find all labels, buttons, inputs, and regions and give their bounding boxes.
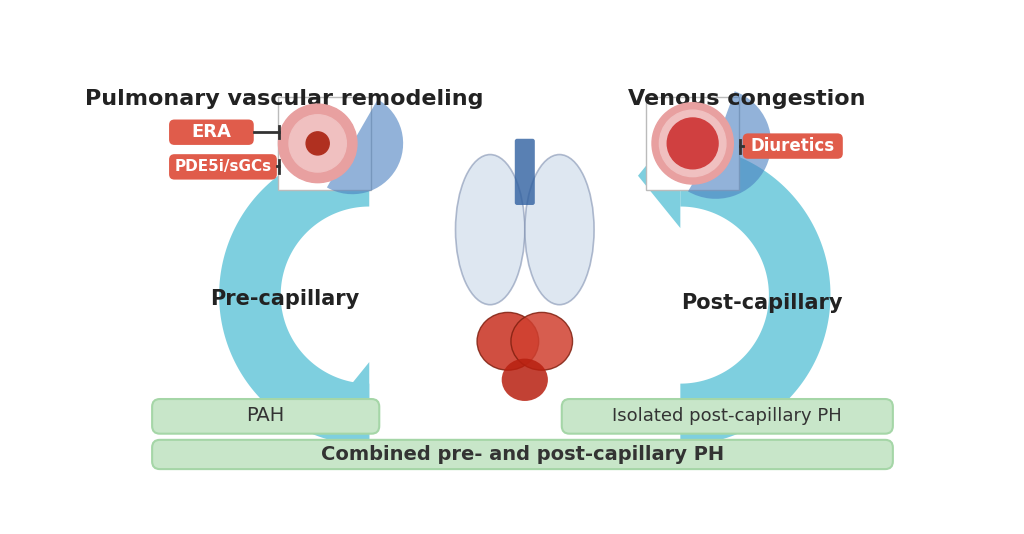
Text: Diuretics: Diuretics — [751, 137, 835, 155]
Ellipse shape — [525, 154, 594, 305]
Text: Venous congestion: Venous congestion — [628, 89, 865, 109]
Circle shape — [279, 104, 357, 183]
Circle shape — [668, 118, 718, 169]
Circle shape — [289, 115, 346, 172]
Text: PAH: PAH — [246, 406, 285, 426]
Text: Isolated post-capillary PH: Isolated post-capillary PH — [612, 407, 842, 425]
Ellipse shape — [511, 312, 572, 370]
Ellipse shape — [502, 359, 548, 401]
Text: ERA: ERA — [191, 123, 231, 141]
FancyBboxPatch shape — [279, 97, 371, 190]
Polygon shape — [638, 123, 680, 228]
FancyBboxPatch shape — [153, 440, 893, 469]
FancyBboxPatch shape — [646, 97, 739, 190]
Text: Pre-capillary: Pre-capillary — [210, 289, 359, 309]
Polygon shape — [680, 145, 830, 445]
Text: PDE5i/sGCs: PDE5i/sGCs — [174, 159, 271, 175]
Circle shape — [652, 103, 733, 184]
FancyBboxPatch shape — [153, 399, 379, 434]
Text: Post-capillary: Post-capillary — [681, 293, 843, 313]
Wedge shape — [688, 91, 771, 199]
Circle shape — [659, 110, 726, 177]
Polygon shape — [219, 145, 370, 445]
Ellipse shape — [456, 154, 525, 305]
FancyBboxPatch shape — [742, 134, 843, 159]
Text: Pulmonary vascular remodeling: Pulmonary vascular remodeling — [85, 89, 483, 109]
FancyBboxPatch shape — [169, 120, 254, 145]
Wedge shape — [327, 99, 403, 194]
FancyBboxPatch shape — [562, 399, 893, 434]
FancyBboxPatch shape — [169, 154, 276, 179]
Ellipse shape — [477, 312, 539, 370]
Text: Combined pre- and post-capillary PH: Combined pre- and post-capillary PH — [321, 445, 724, 464]
Polygon shape — [327, 362, 370, 467]
FancyBboxPatch shape — [515, 139, 535, 205]
Circle shape — [306, 132, 330, 155]
